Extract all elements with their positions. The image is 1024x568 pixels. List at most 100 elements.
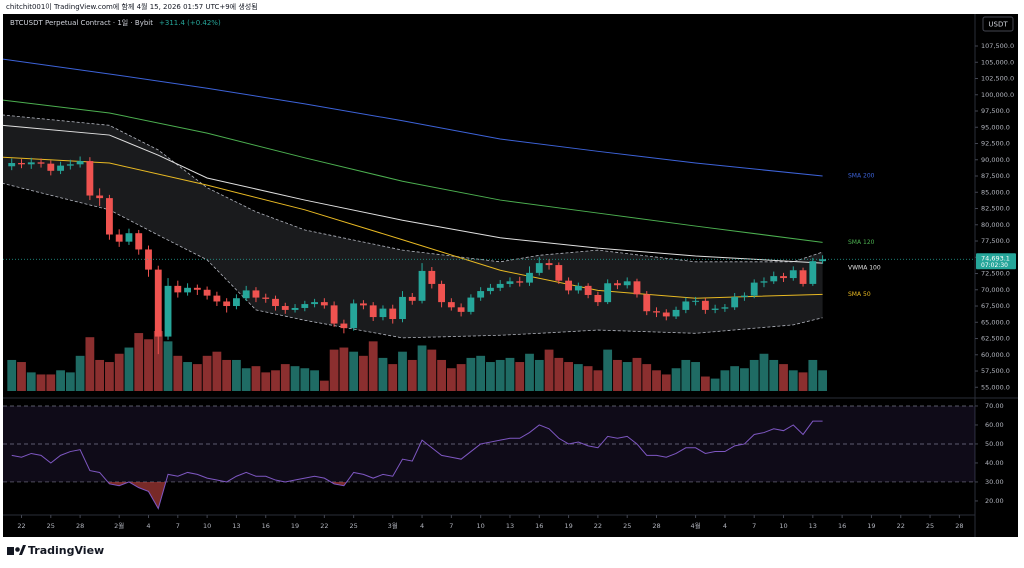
volume-bar (466, 357, 476, 391)
candle-body (672, 309, 680, 317)
y-tick-label: 62,500.0 (981, 335, 1010, 343)
volume-bar (779, 364, 788, 391)
volume-bar (114, 353, 124, 391)
candle-body (574, 285, 582, 291)
volume-bar (544, 349, 554, 391)
y-tick-label: 77,500.0 (981, 237, 1010, 245)
volume-bar (144, 339, 153, 391)
volume-bar (222, 359, 232, 391)
volume-bar (691, 362, 700, 391)
candle-body (86, 161, 94, 196)
x-tick-label: 4 (723, 522, 727, 530)
volume-bar (368, 341, 378, 391)
moving-average (3, 99, 823, 243)
x-tick-label: 25 (350, 522, 358, 530)
y-tick-label: 72,500.0 (981, 270, 1010, 278)
candle-body (174, 285, 182, 293)
candle-body (340, 323, 348, 329)
volume-bar (319, 380, 329, 391)
volume-bar (583, 366, 593, 391)
y-tick-label: 85,000.0 (981, 188, 1010, 196)
volume-bar (46, 374, 56, 391)
volume-bar (202, 355, 212, 391)
currency-box[interactable] (982, 16, 1014, 32)
y-tick-label: 95,000.0 (981, 123, 1010, 131)
x-tick-label: 22 (320, 522, 328, 530)
candle-body (57, 165, 64, 171)
candle-body (535, 263, 543, 273)
candle-body (614, 283, 621, 286)
candle-body (457, 307, 465, 312)
rsi-line (11, 420, 823, 510)
candle-body (301, 304, 309, 308)
volume-bar (134, 333, 144, 391)
candle-body (379, 308, 387, 318)
caption: chitchit001이 TradingView.com에 함께 4월 15, … (6, 2, 258, 11)
volume-bar (437, 359, 446, 391)
symbol-title: BTCUSDT Perpetual Contract · 1일 · Bybit (10, 18, 153, 27)
volume-bar (398, 351, 407, 391)
candle-body (47, 163, 55, 171)
volume-bar (153, 331, 163, 391)
y-tick-label: 67,500.0 (981, 302, 1010, 310)
y-tick-label: 87,500.0 (981, 172, 1010, 180)
candle-body (565, 280, 573, 291)
volume-bar (280, 364, 290, 391)
candle-body (320, 302, 328, 306)
x-tick-label: 16 (535, 522, 543, 530)
candle-body (360, 303, 367, 306)
volume-bar (192, 364, 202, 391)
volume-bar (632, 357, 642, 391)
candle-body (604, 283, 612, 303)
y-tick-label: 92,500.0 (981, 140, 1010, 148)
candle-body (819, 259, 827, 262)
volume-bar (310, 370, 319, 391)
volume-bar (124, 347, 134, 391)
candle-body (350, 303, 358, 329)
volume-bar (241, 368, 251, 391)
rsi-pane (3, 405, 975, 510)
legend-label: VWMA 100 (848, 265, 881, 272)
x-tick-label: 13 (232, 522, 240, 530)
legend-label: SMA 120 (848, 239, 875, 246)
x-tick-label: 25 (623, 522, 631, 530)
countdown: 07:02:30 (981, 262, 1008, 269)
candle-body (653, 311, 660, 313)
volume-bar (740, 368, 749, 391)
x-tick-label: 19 (291, 522, 299, 530)
x-tick-label: 19 (564, 522, 572, 530)
volume-bar (329, 349, 339, 391)
volume-bar (495, 359, 505, 391)
moving-average (3, 58, 823, 177)
candle-body (66, 164, 74, 166)
x-tick-label: 3월 (388, 521, 398, 530)
chart-panel (3, 14, 1018, 537)
candle-body (18, 163, 25, 165)
volume-bar (788, 370, 798, 391)
candle-body (369, 305, 377, 318)
volume-bar (75, 355, 85, 391)
y-tick-label: 105,000.0 (981, 58, 1014, 66)
candle-body (125, 233, 133, 242)
volume-bar (7, 359, 17, 391)
candle-body (233, 298, 240, 307)
moving-average (3, 156, 823, 299)
candle-body (516, 281, 524, 283)
volume-bar (710, 378, 720, 391)
band-upper (3, 114, 823, 263)
logo-mark (19, 545, 26, 555)
last-price-label: 74,693.1 (981, 254, 1010, 262)
x-tick-label: 2월 (114, 521, 124, 530)
volume-bar (525, 353, 534, 391)
volume-bar (593, 370, 603, 391)
price-pane (3, 58, 827, 391)
volume-bar (661, 374, 671, 391)
x-tick-label: 22 (594, 522, 602, 530)
candle-body (623, 281, 631, 286)
candle-body (721, 307, 729, 309)
candle-body (799, 270, 807, 284)
volume-bar (554, 357, 564, 391)
volume-bar (36, 374, 46, 391)
candle-body (135, 233, 143, 250)
volume-bar (720, 370, 730, 391)
